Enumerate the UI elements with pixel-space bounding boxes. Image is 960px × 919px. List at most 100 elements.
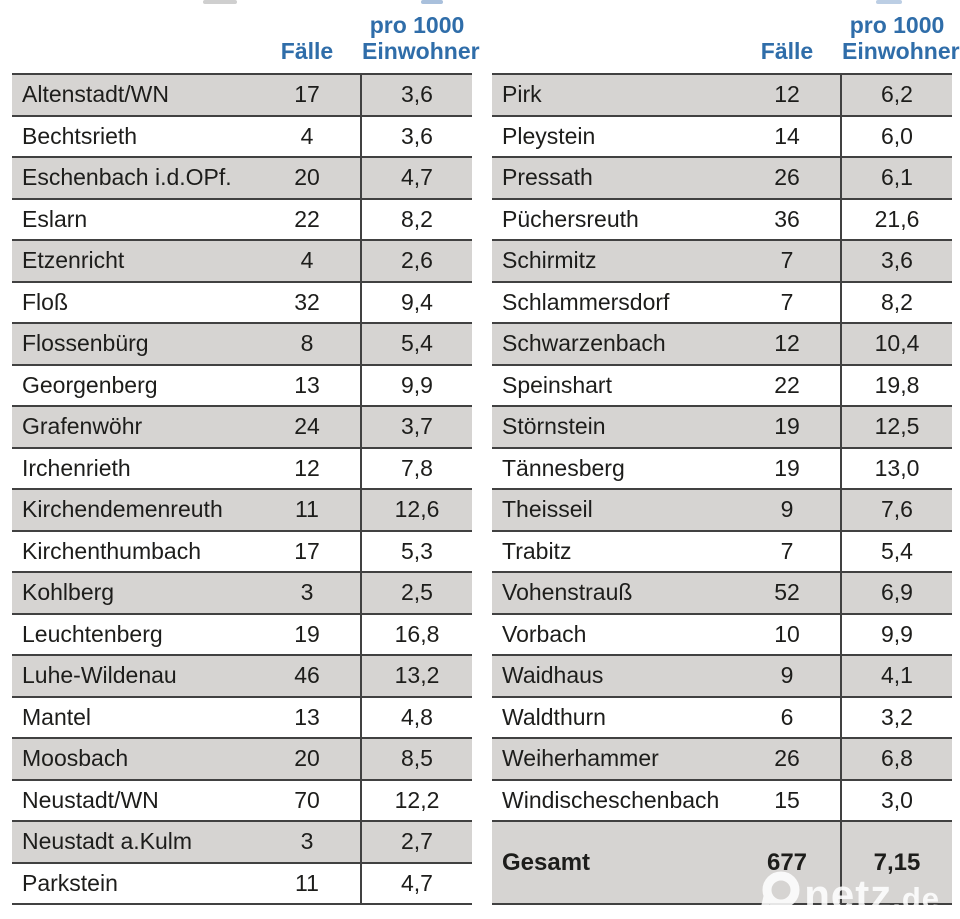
- cases-value: 19: [774, 413, 800, 440]
- municipality-name: Flossenbürg: [22, 330, 149, 357]
- table-row: Eschenbach i.d.OPf. 20 4,7: [12, 158, 472, 200]
- rate-column-header: pro 1000 Einwohner: [362, 12, 480, 64]
- rate-value: 9,4: [401, 288, 433, 315]
- municipality-name: Etzenricht: [22, 247, 125, 274]
- cases-value: 22: [294, 205, 320, 232]
- table-row: Irchenrieth 12 7,8: [12, 449, 472, 490]
- rate-value: 7,8: [401, 454, 433, 481]
- municipality-name: Püchersreuth: [502, 205, 639, 232]
- municipality-name: Eschenbach i.d.OPf.: [22, 164, 232, 191]
- municipality-name: Grafenwöhr: [22, 413, 143, 440]
- rate-header-line1: pro 1000: [369, 12, 465, 38]
- cases-value: 52: [774, 579, 800, 606]
- crop-artifact: [876, 0, 902, 4]
- cases-value: 9: [780, 662, 794, 689]
- table-row: Theisseil 9 7,6: [492, 490, 952, 532]
- cases-column-header: Fälle: [760, 38, 814, 64]
- municipality-name: Eslarn: [22, 205, 88, 232]
- rate-value: 8,2: [401, 205, 433, 232]
- cases-value: 46: [294, 662, 320, 689]
- cases-value: 17: [294, 537, 320, 564]
- rate-value: 6,1: [881, 164, 913, 191]
- cases-value: 12: [774, 81, 800, 108]
- municipality-name: Schwarzenbach: [502, 330, 666, 357]
- rate-value: 3,6: [881, 247, 913, 274]
- cases-value: 26: [774, 164, 800, 191]
- table-row: Leuchtenberg 19 16,8: [12, 615, 472, 656]
- cases-value: 24: [294, 413, 320, 440]
- municipality-name: Weiherhammer: [502, 745, 659, 772]
- municipality-name: Kohlberg: [22, 579, 115, 606]
- rate-value: 3,2: [881, 703, 913, 730]
- cases-value: 26: [774, 745, 800, 772]
- cases-value: 7: [780, 537, 794, 564]
- municipality-name: Pirk: [502, 81, 542, 108]
- cases-value: 3: [300, 828, 314, 855]
- cases-value: 70: [294, 786, 320, 813]
- rate-value: 21,6: [874, 205, 920, 232]
- table-header-right: Fälle pro 1000 Einwohner: [492, 0, 960, 73]
- cases-value: 11: [295, 496, 319, 523]
- table-row: Pirk 12 6,2: [492, 75, 952, 117]
- table-row: Schwarzenbach 12 10,4: [492, 324, 952, 366]
- cases-value: 32: [294, 288, 320, 315]
- cases-value: 4: [300, 247, 314, 274]
- municipality-name: Kirchendemenreuth: [22, 496, 223, 523]
- table-row: Schlammersdorf 7 8,2: [492, 283, 952, 324]
- table-row: Luhe-Wildenau 46 13,2: [12, 656, 472, 698]
- table-row: Tännesberg 19 13,0: [492, 449, 952, 490]
- municipality-name: Neustadt/WN: [22, 786, 159, 813]
- rate-column-header: pro 1000 Einwohner: [842, 12, 960, 64]
- rate-header-line2: Einwohner: [842, 38, 960, 64]
- rate-value: 7,6: [881, 496, 913, 523]
- cases-value: 19: [294, 620, 320, 647]
- municipality-name: Vohenstrauß: [502, 579, 633, 606]
- cases-value: 10: [774, 620, 800, 647]
- table-row: Püchersreuth 36 21,6: [492, 200, 952, 241]
- municipality-name: Bechtsrieth: [22, 122, 138, 149]
- municipality-name: Kirchenthumbach: [22, 537, 201, 564]
- table-row: Vorbach 10 9,9: [492, 615, 952, 656]
- total-rate-value: 7,15: [873, 848, 921, 876]
- table-row: Parkstein 11 4,7: [12, 864, 472, 905]
- cases-value: 20: [294, 745, 320, 772]
- cases-value: 12: [294, 454, 320, 481]
- table-row: Etzenricht 4 2,6: [12, 241, 472, 283]
- rate-value: 6,0: [881, 122, 913, 149]
- municipality-name: Störnstein: [502, 413, 606, 440]
- municipality-name: Speinshart: [502, 371, 612, 398]
- rate-value: 9,9: [401, 371, 433, 398]
- municipality-name: Waidhaus: [502, 662, 604, 689]
- municipality-name: Moosbach: [22, 745, 129, 772]
- rate-header-line1: pro 1000: [849, 12, 945, 38]
- cases-value: 3: [300, 579, 314, 606]
- rate-value: 4,7: [401, 869, 433, 896]
- cases-value: 22: [774, 371, 800, 398]
- rate-value: 5,4: [401, 330, 433, 357]
- municipality-name: Waldthurn: [502, 703, 606, 730]
- table-row: Pressath 26 6,1: [492, 158, 952, 200]
- rate-value: 6,2: [881, 81, 913, 108]
- municipality-name: Floß: [22, 288, 68, 315]
- table-row: Mantel 13 4,8: [12, 698, 472, 739]
- table-row: Moosbach 20 8,5: [12, 739, 472, 781]
- rate-value: 12,2: [394, 786, 440, 813]
- cases-value: 7: [780, 247, 794, 274]
- municipality-name: Pleystein: [502, 122, 596, 149]
- rate-value: 3,6: [401, 122, 433, 149]
- table-row: Neustadt a.Kulm 3 2,7: [12, 822, 472, 864]
- table-row: Weiherhammer 26 6,8: [492, 739, 952, 781]
- rate-value: 12,5: [874, 413, 920, 440]
- cases-value: 9: [780, 496, 794, 523]
- cases-value: 4: [300, 122, 314, 149]
- rate-value: 13,2: [394, 662, 440, 689]
- table-row: Flossenbürg 8 5,4: [12, 324, 472, 366]
- rate-value: 6,8: [881, 745, 913, 772]
- table-row: Vohenstrauß 52 6,9: [492, 573, 952, 615]
- municipality-name: Neustadt a.Kulm: [22, 828, 193, 855]
- rate-value: 5,3: [401, 537, 433, 564]
- rate-value: 13,0: [874, 454, 920, 481]
- rate-value: 10,4: [874, 330, 920, 357]
- table-row: Grafenwöhr 24 3,7: [12, 407, 472, 449]
- cases-value: 20: [294, 164, 320, 191]
